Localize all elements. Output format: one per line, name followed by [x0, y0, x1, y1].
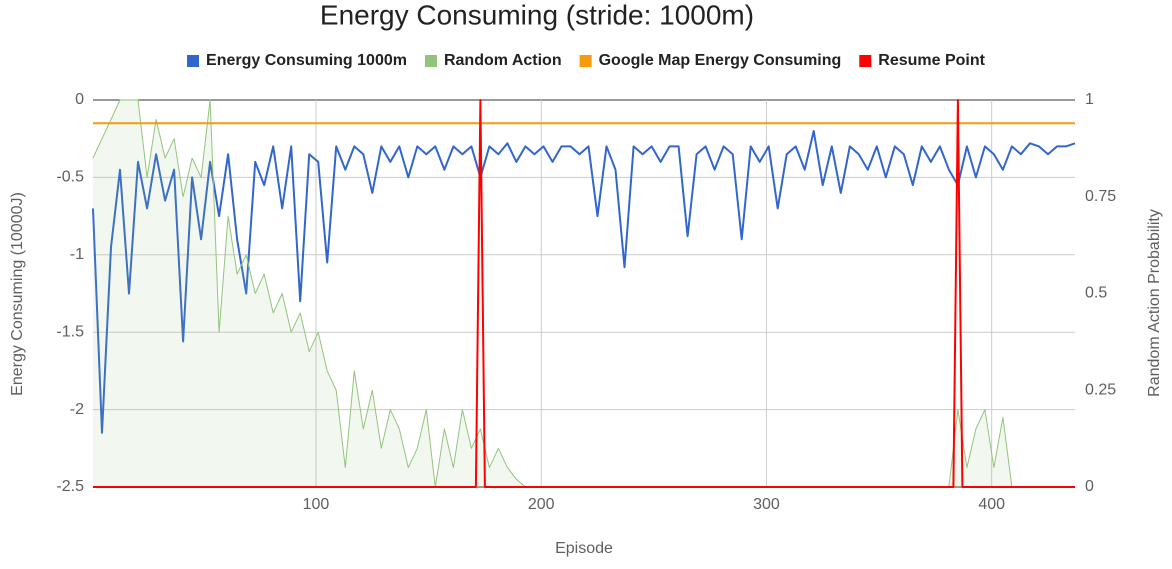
legend-swatch: [424, 55, 437, 67]
legend-label: Resume Point: [878, 52, 985, 69]
y-tick-label: -2.5: [56, 478, 84, 495]
y-tick-label: 0: [75, 91, 84, 108]
y-tick-label: -0.5: [56, 169, 84, 186]
legend: Energy Consuming 1000m Random Action Googl…: [187, 52, 986, 69]
line: [93, 99, 1075, 488]
x-tick-label: 400: [978, 496, 1005, 513]
legend-swatch: [187, 55, 200, 67]
y-tick-label: -1.5: [56, 323, 84, 340]
x-tick-label: 100: [303, 496, 330, 513]
y2-tick-label: 1: [1085, 91, 1094, 108]
chart-title: Energy Consuming (stride: 1000m): [320, 0, 754, 30]
y-axis-title: Energy Consuming (10000J): [9, 192, 26, 396]
area: [93, 100, 1075, 487]
legend-label: Google Map Energy Consuming: [599, 52, 842, 69]
legend-label: Random Action: [444, 52, 562, 69]
line: [92, 130, 1076, 434]
y2-tick-label: 0.75: [1085, 188, 1116, 205]
y2-tick-label: 0.5: [1085, 285, 1107, 302]
legend-label: Energy Consuming 1000m: [206, 52, 407, 69]
y2-tick-label: 0: [1085, 478, 1094, 495]
y-tick-label: -2: [70, 401, 84, 418]
x-tick-label: 300: [753, 496, 780, 513]
legend-swatch: [859, 55, 872, 67]
y2-tick-label: 0.25: [1085, 381, 1116, 398]
legend-swatch: [579, 55, 592, 67]
y-tick-label: -1: [70, 246, 84, 263]
x-tick-label: 200: [528, 496, 555, 513]
y2-axis-title: Random Action Probability: [1146, 209, 1163, 397]
x-axis-title: Episode: [555, 540, 613, 557]
